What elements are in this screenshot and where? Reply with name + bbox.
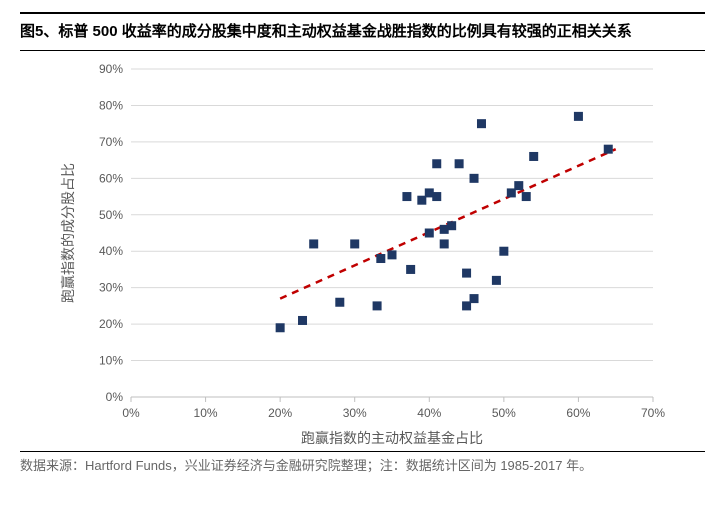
chart-footer: 数据来源：Hartford Funds，兴业证券经济与金融研究院整理；注：数据统…: [20, 451, 705, 476]
svg-text:30%: 30%: [342, 406, 366, 420]
svg-text:40%: 40%: [417, 406, 441, 420]
svg-text:跑赢指数的成分股占比: 跑赢指数的成分股占比: [60, 163, 76, 303]
svg-text:10%: 10%: [98, 354, 122, 368]
svg-text:20%: 20%: [98, 317, 122, 331]
svg-text:90%: 90%: [98, 62, 122, 76]
svg-text:跑赢指数的主动权益基金占比: 跑赢指数的主动权益基金占比: [301, 430, 483, 446]
chart-container: 0% 10% 20% 30% 40% 50% 60% 70% 80% 90% 0% 10% 20% 30%…: [20, 51, 705, 451]
svg-text:10%: 10%: [193, 406, 217, 420]
svg-text:40%: 40%: [98, 244, 122, 258]
svg-text:60%: 60%: [566, 406, 590, 420]
svg-text:60%: 60%: [98, 171, 122, 185]
svg-text:70%: 70%: [98, 135, 122, 149]
chart-title: 图5、标普 500 收益率的成分股集中度和主动权益基金战胜指数的比例具有较强的正…: [20, 12, 705, 51]
svg-text:70%: 70%: [640, 406, 664, 420]
svg-text:50%: 50%: [98, 208, 122, 222]
svg-text:50%: 50%: [491, 406, 515, 420]
svg-text:0%: 0%: [105, 390, 123, 404]
svg-text:20%: 20%: [268, 406, 292, 420]
svg-text:0%: 0%: [122, 406, 140, 420]
svg-text:80%: 80%: [98, 98, 122, 112]
scatter-chart: 0% 10% 20% 30% 40% 50% 60% 70% 80% 90% 0% 10% 20% 30%…: [53, 51, 673, 451]
svg-text:30%: 30%: [98, 281, 122, 295]
